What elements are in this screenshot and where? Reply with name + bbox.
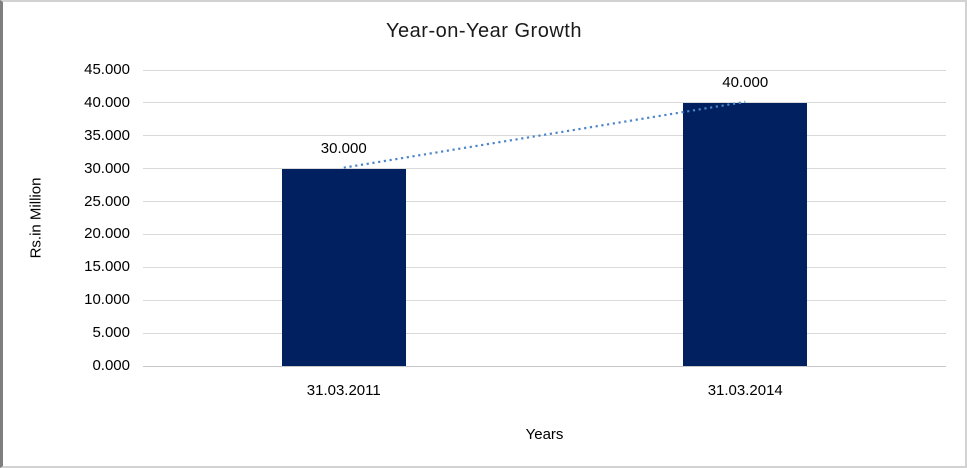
gridline	[143, 266, 946, 268]
gridline	[143, 332, 946, 334]
y-axis-tick-label: 45.000	[84, 61, 130, 78]
gridline	[143, 233, 946, 235]
gridline	[143, 69, 946, 71]
gridline	[143, 299, 946, 301]
y-axis-tick-label: 10.000	[84, 291, 130, 309]
bar-31.03.2011	[281, 168, 406, 366]
y-axis-title: Rs.in Million	[27, 177, 45, 259]
y-axis-tick-label: 25.000	[84, 192, 130, 210]
y-axis-tick-label: 15.000	[84, 258, 130, 276]
y-axis-tick-label: 0.000	[92, 357, 130, 374]
trendline	[343, 100, 746, 169]
x-axis-tick-label: 31.03.2011	[306, 382, 381, 399]
gridline	[143, 168, 946, 170]
x-axis-line	[143, 365, 946, 367]
y-axis-tick-label: 35.000	[84, 126, 130, 144]
x-axis-title: Years	[525, 426, 564, 443]
y-axis-tick-label: 40.000	[84, 93, 130, 111]
bar-31.03.2014	[683, 102, 808, 366]
gridline	[143, 102, 946, 104]
y-axis-tick-label: 5.000	[92, 324, 130, 342]
gridline	[143, 201, 946, 203]
y-axis-tick-label: 30.000	[84, 159, 130, 177]
gridline	[143, 135, 946, 137]
bar-data-label: 30.000	[320, 139, 367, 157]
y-axis-tick-label: 20.000	[84, 225, 130, 243]
chart-title: Year-on-Year Growth	[386, 20, 582, 42]
bar-data-label: 40.000	[722, 73, 769, 91]
x-axis-tick-label: 31.03.2014	[707, 382, 783, 399]
